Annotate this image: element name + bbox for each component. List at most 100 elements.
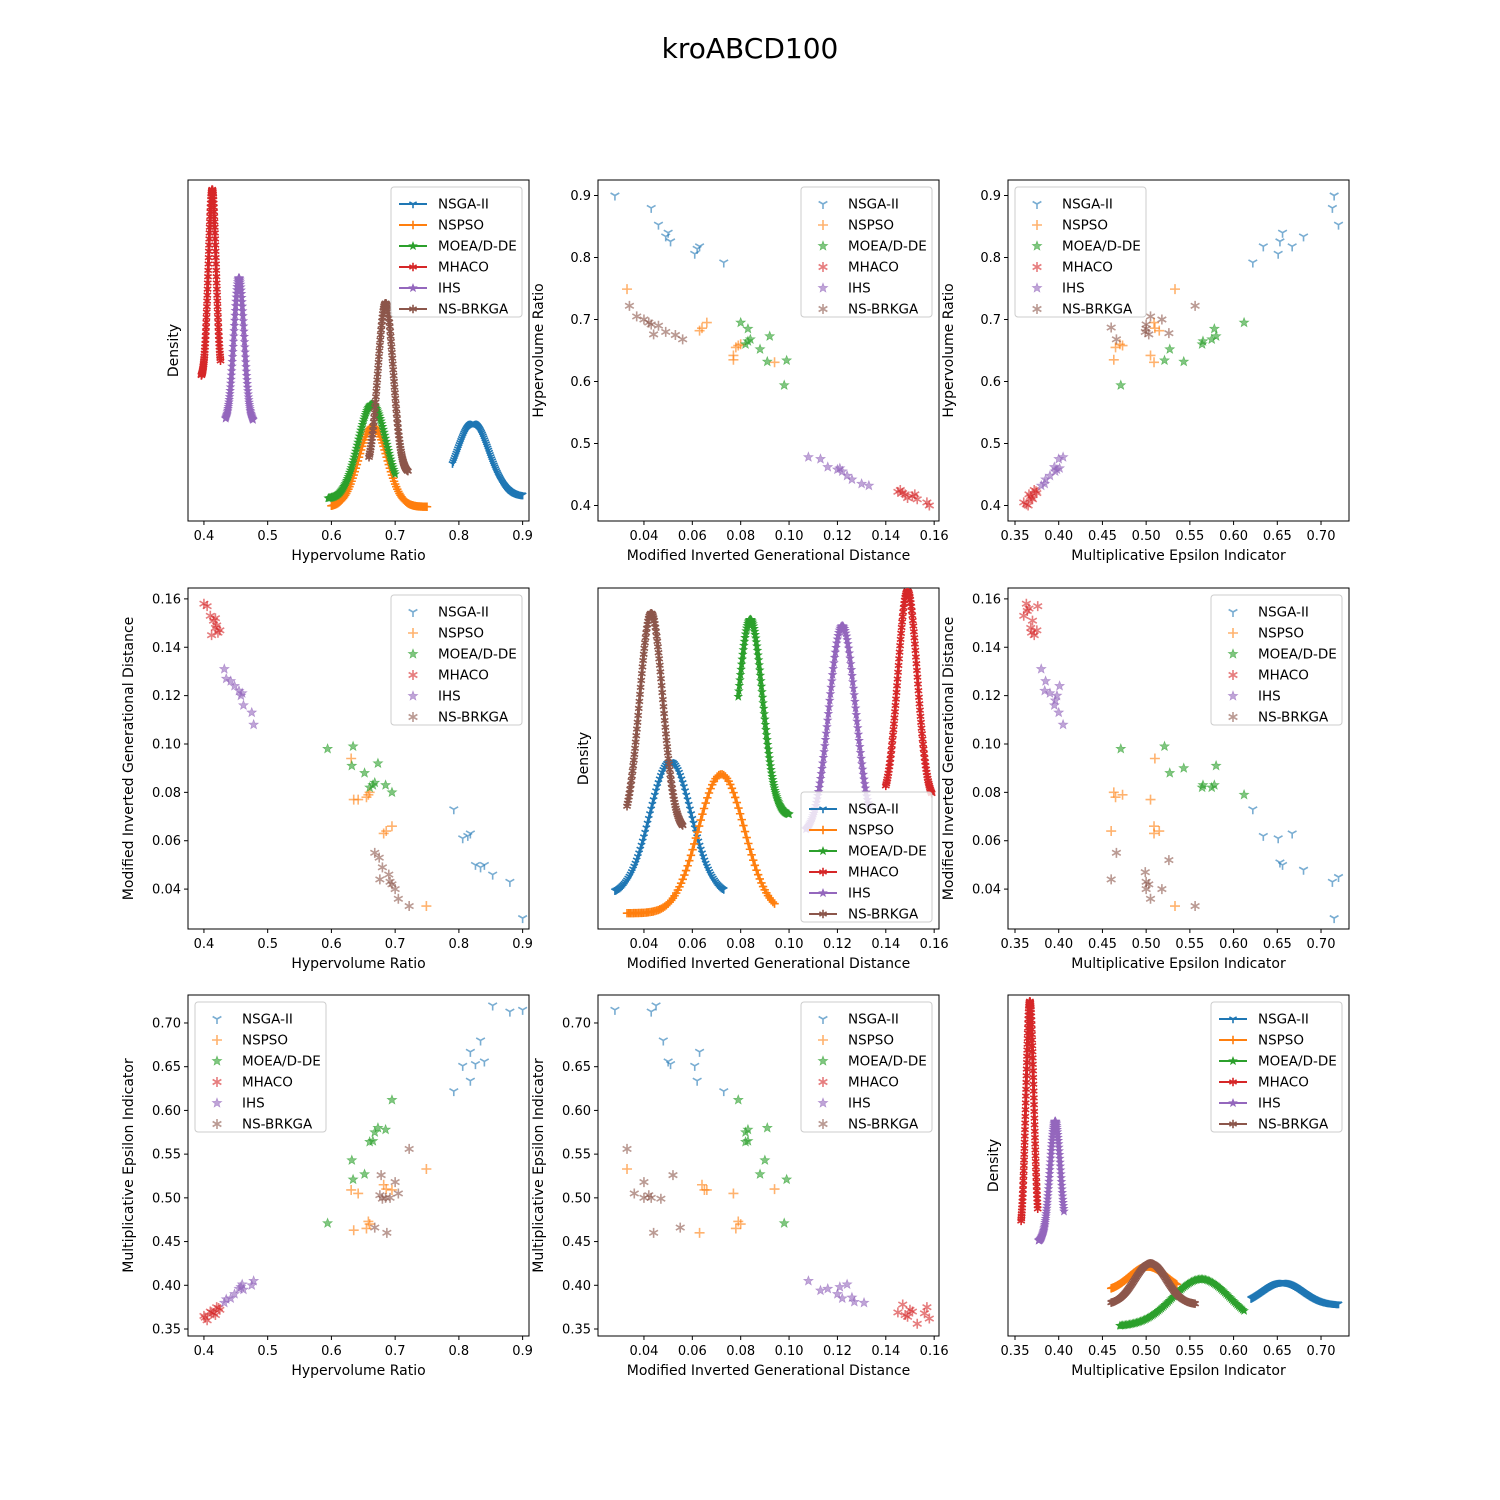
legend-item-ihs: IHS <box>399 281 461 297</box>
data-point <box>1026 627 1037 638</box>
legend-marker <box>818 1015 828 1024</box>
y-tick-label: 0.50 <box>562 1191 591 1206</box>
density-marker <box>819 746 829 756</box>
scatter-series-nsga-ii <box>1248 192 1344 268</box>
data-point <box>1178 355 1190 367</box>
density-marker <box>634 704 643 713</box>
density-marker <box>742 833 751 842</box>
legend-marker <box>818 262 828 272</box>
x-tick-label: 0.50 <box>1132 529 1161 544</box>
density-marker <box>740 632 750 642</box>
legend-marker <box>818 1035 828 1045</box>
y-tick-label: 0.6 <box>980 375 1001 390</box>
x-tick-label: 0.35 <box>1001 1344 1030 1359</box>
x-tick-label: 0.70 <box>1307 1344 1336 1359</box>
y-axis: 0.4 0.5 0.6 0.7 0.8 0.9 <box>570 189 598 514</box>
legend-label: NSPSO <box>1258 1033 1304 1049</box>
density-marker <box>1043 1183 1054 1193</box>
data-point <box>479 1058 490 1067</box>
data-point <box>1140 867 1151 878</box>
panels-grid: 0.4 0.5 0.6 0.7 0.8 0.9 Hypervolume Ratio Densi… <box>121 179 1350 1379</box>
x-tick-label: 0.8 <box>449 937 470 952</box>
legend-label: NSPSO <box>848 1033 894 1049</box>
legend-label: NSPSO <box>1062 218 1108 234</box>
density-marker <box>703 793 712 803</box>
legend-item-mhaco: MHACO <box>809 865 899 881</box>
density-marker <box>230 300 241 310</box>
density-marker <box>826 682 836 692</box>
legend-marker <box>408 304 418 314</box>
data-point <box>836 1292 848 1304</box>
plot-area <box>1017 997 1343 1330</box>
density-marker <box>225 388 235 398</box>
data-point <box>1111 334 1122 345</box>
data-point <box>370 847 380 858</box>
density-series-mhaco <box>881 588 936 798</box>
plot-area <box>610 588 936 918</box>
x-tick-label: 0.8 <box>449 529 470 544</box>
data-point <box>380 779 392 790</box>
density-marker <box>1043 1180 1054 1190</box>
data-point <box>1329 914 1339 924</box>
legend-item-mhaco: MHACO <box>818 260 899 276</box>
legend-item-ns-brkga: NS-BRKGA <box>818 302 919 318</box>
x-tick-label: 0.04 <box>629 937 658 952</box>
data-point <box>1208 322 1220 334</box>
y-tick-label: 0.9 <box>980 189 1001 204</box>
data-point <box>863 479 875 491</box>
data-point <box>653 320 664 331</box>
x-tick-label: 0.16 <box>920 937 949 952</box>
scatter-series-moea-d-de <box>735 316 793 390</box>
density-marker <box>784 809 794 819</box>
legend-item-mhaco: MHACO <box>212 1075 293 1091</box>
legend-label: NSPSO <box>848 823 894 839</box>
data-point <box>692 1077 702 1086</box>
data-point <box>1149 323 1160 334</box>
density-marker <box>823 708 834 718</box>
x-axis-label: Multiplicative Epsilon Indicator <box>1071 956 1286 972</box>
data-point <box>694 1227 705 1238</box>
x-tick-label: 0.40 <box>1044 1344 1073 1359</box>
subplot-1-1: 0.4 0.5 0.6 0.7 0.8 0.9 Hypervolume Ratio Densi… <box>166 179 533 564</box>
x-tick-label: 0.14 <box>871 529 900 544</box>
data-point <box>802 1275 814 1286</box>
density-marker <box>759 708 770 718</box>
data-point <box>822 1282 834 1294</box>
x-tick-label: 0.70 <box>1307 529 1336 544</box>
legend: NSGA-II NSPSO MOEA/D-DE MHACO IHS NS-BRKGA <box>1014 186 1147 318</box>
legend-label: MHACO <box>848 260 899 276</box>
x-axis: 0.35 0.40 0.45 0.50 0.55 0.60 0.65 0.70 <box>1001 521 1336 544</box>
density-marker <box>1043 1190 1053 1200</box>
y-tick-label: 0.12 <box>152 689 181 704</box>
density-series-mhaco <box>197 185 225 380</box>
x-tick-label: 0.60 <box>1219 529 1248 544</box>
density-marker <box>739 821 748 830</box>
density-marker <box>1041 1203 1052 1213</box>
legend-marker <box>817 1097 829 1108</box>
data-point <box>218 663 230 674</box>
data-point <box>202 601 212 612</box>
density-marker <box>225 382 236 392</box>
scatter-series-mhaco <box>199 598 225 641</box>
y-tick-label: 0.45 <box>152 1235 181 1250</box>
x-tick-label: 0.60 <box>1219 937 1248 952</box>
x-tick-label: 0.9 <box>512 937 533 952</box>
plot-area <box>197 185 527 511</box>
data-point <box>1049 465 1061 477</box>
data-point <box>449 806 459 815</box>
density-marker <box>1045 1153 1056 1163</box>
data-point <box>372 757 384 769</box>
legend-item-mhaco: MHACO <box>1032 260 1113 276</box>
data-point <box>1248 806 1258 815</box>
x-tick-label: 0.10 <box>775 937 804 952</box>
data-point <box>651 1002 661 1011</box>
data-point <box>694 325 705 336</box>
data-point <box>1178 762 1190 773</box>
x-tick-label: 0.35 <box>1001 529 1030 544</box>
data-point <box>653 221 664 230</box>
legend-marker <box>408 712 418 722</box>
data-point <box>404 901 414 912</box>
x-tick-label: 0.6 <box>321 529 342 544</box>
legend-label: MHACO <box>242 1075 293 1091</box>
data-point <box>210 613 221 624</box>
